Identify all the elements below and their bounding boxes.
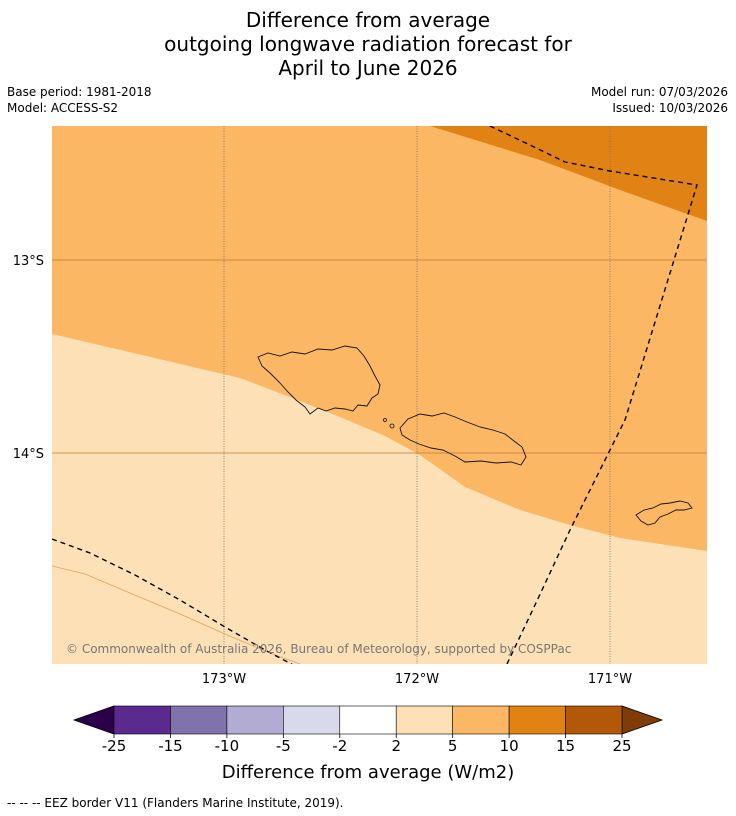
colorbar-segment-2	[226, 705, 284, 735]
colorbar: -25 -15 -10 -5 -2 2 5 10 15 25	[72, 705, 664, 755]
islet-manono	[389, 423, 395, 429]
issued-date: Issued: 10/03/2026	[612, 101, 728, 115]
copyright-text: © Commonwealth of Australia 2026, Bureau…	[66, 642, 571, 656]
lon-label-171w: 171°W	[588, 672, 632, 687]
title-line-2: outgoing longwave radiation forecast for	[164, 32, 572, 56]
colorbar-tick-label-4: -2	[332, 737, 347, 755]
lon-label-173w: 173°W	[202, 672, 246, 687]
map-area: © Commonwealth of Australia 2026, Bureau…	[52, 126, 707, 664]
island-savaii	[257, 345, 381, 415]
eez-border-east	[489, 126, 698, 664]
model-name: Model: ACCESS-S2	[7, 101, 119, 115]
base-period: Base period: 1981-2018	[7, 85, 152, 99]
colorbar-segment-5	[395, 705, 453, 735]
lat-label-14s: 14°S	[13, 447, 44, 462]
band-5-10	[52, 126, 707, 551]
meta-right: Model run: 07/03/2026 Issued: 10/03/2026	[591, 84, 728, 116]
eez-legend-note: -- -- -- EEZ border V11 (Flanders Marine…	[7, 796, 344, 810]
colorbar-segment-8	[565, 705, 623, 735]
colorbar-tick-label-3: -5	[276, 737, 291, 755]
colorbar-tick-label-0: -25	[102, 737, 127, 755]
title-line-1: Difference from average	[245, 8, 491, 32]
islet-apolima	[383, 418, 387, 422]
colorbar-tick-label-7: 10	[500, 737, 519, 755]
colorbar-tick-label-2: -10	[215, 737, 240, 755]
island-tutuila	[635, 500, 693, 526]
colorbar-segment-1	[170, 705, 228, 735]
colorbar-extend-low	[72, 705, 115, 735]
colorbar-tick-label-6: 5	[448, 737, 458, 755]
colorbar-tick-label-9: 25	[612, 737, 631, 755]
colorbar-segment-7	[508, 705, 566, 735]
eez-border-south-west	[52, 538, 293, 664]
title-line-3: April to June 2026	[278, 56, 458, 80]
lat-label-13s: 13°S	[13, 254, 44, 269]
colorbar-segment-0	[113, 705, 171, 735]
island-upolu	[399, 412, 527, 466]
colorbar-title: Difference from average (W/m2)	[222, 762, 514, 783]
band-10-15	[430, 126, 707, 221]
colorbar-tick-label-1: -15	[158, 737, 183, 755]
colorbar-segment-3	[283, 705, 341, 735]
colorbar-segment-6	[452, 705, 510, 735]
lon-label-172w: 172°W	[395, 672, 439, 687]
colorbar-tick-label-5: 2	[391, 737, 401, 755]
colorbar-segment-4	[339, 705, 397, 735]
meta-left: Base period: 1981-2018 Model: ACCESS-S2	[7, 84, 152, 116]
colorbar-extend-high	[621, 705, 664, 735]
model-run: Model run: 07/03/2026	[590, 85, 728, 99]
colorbar-tick-label-8: 15	[556, 737, 575, 755]
